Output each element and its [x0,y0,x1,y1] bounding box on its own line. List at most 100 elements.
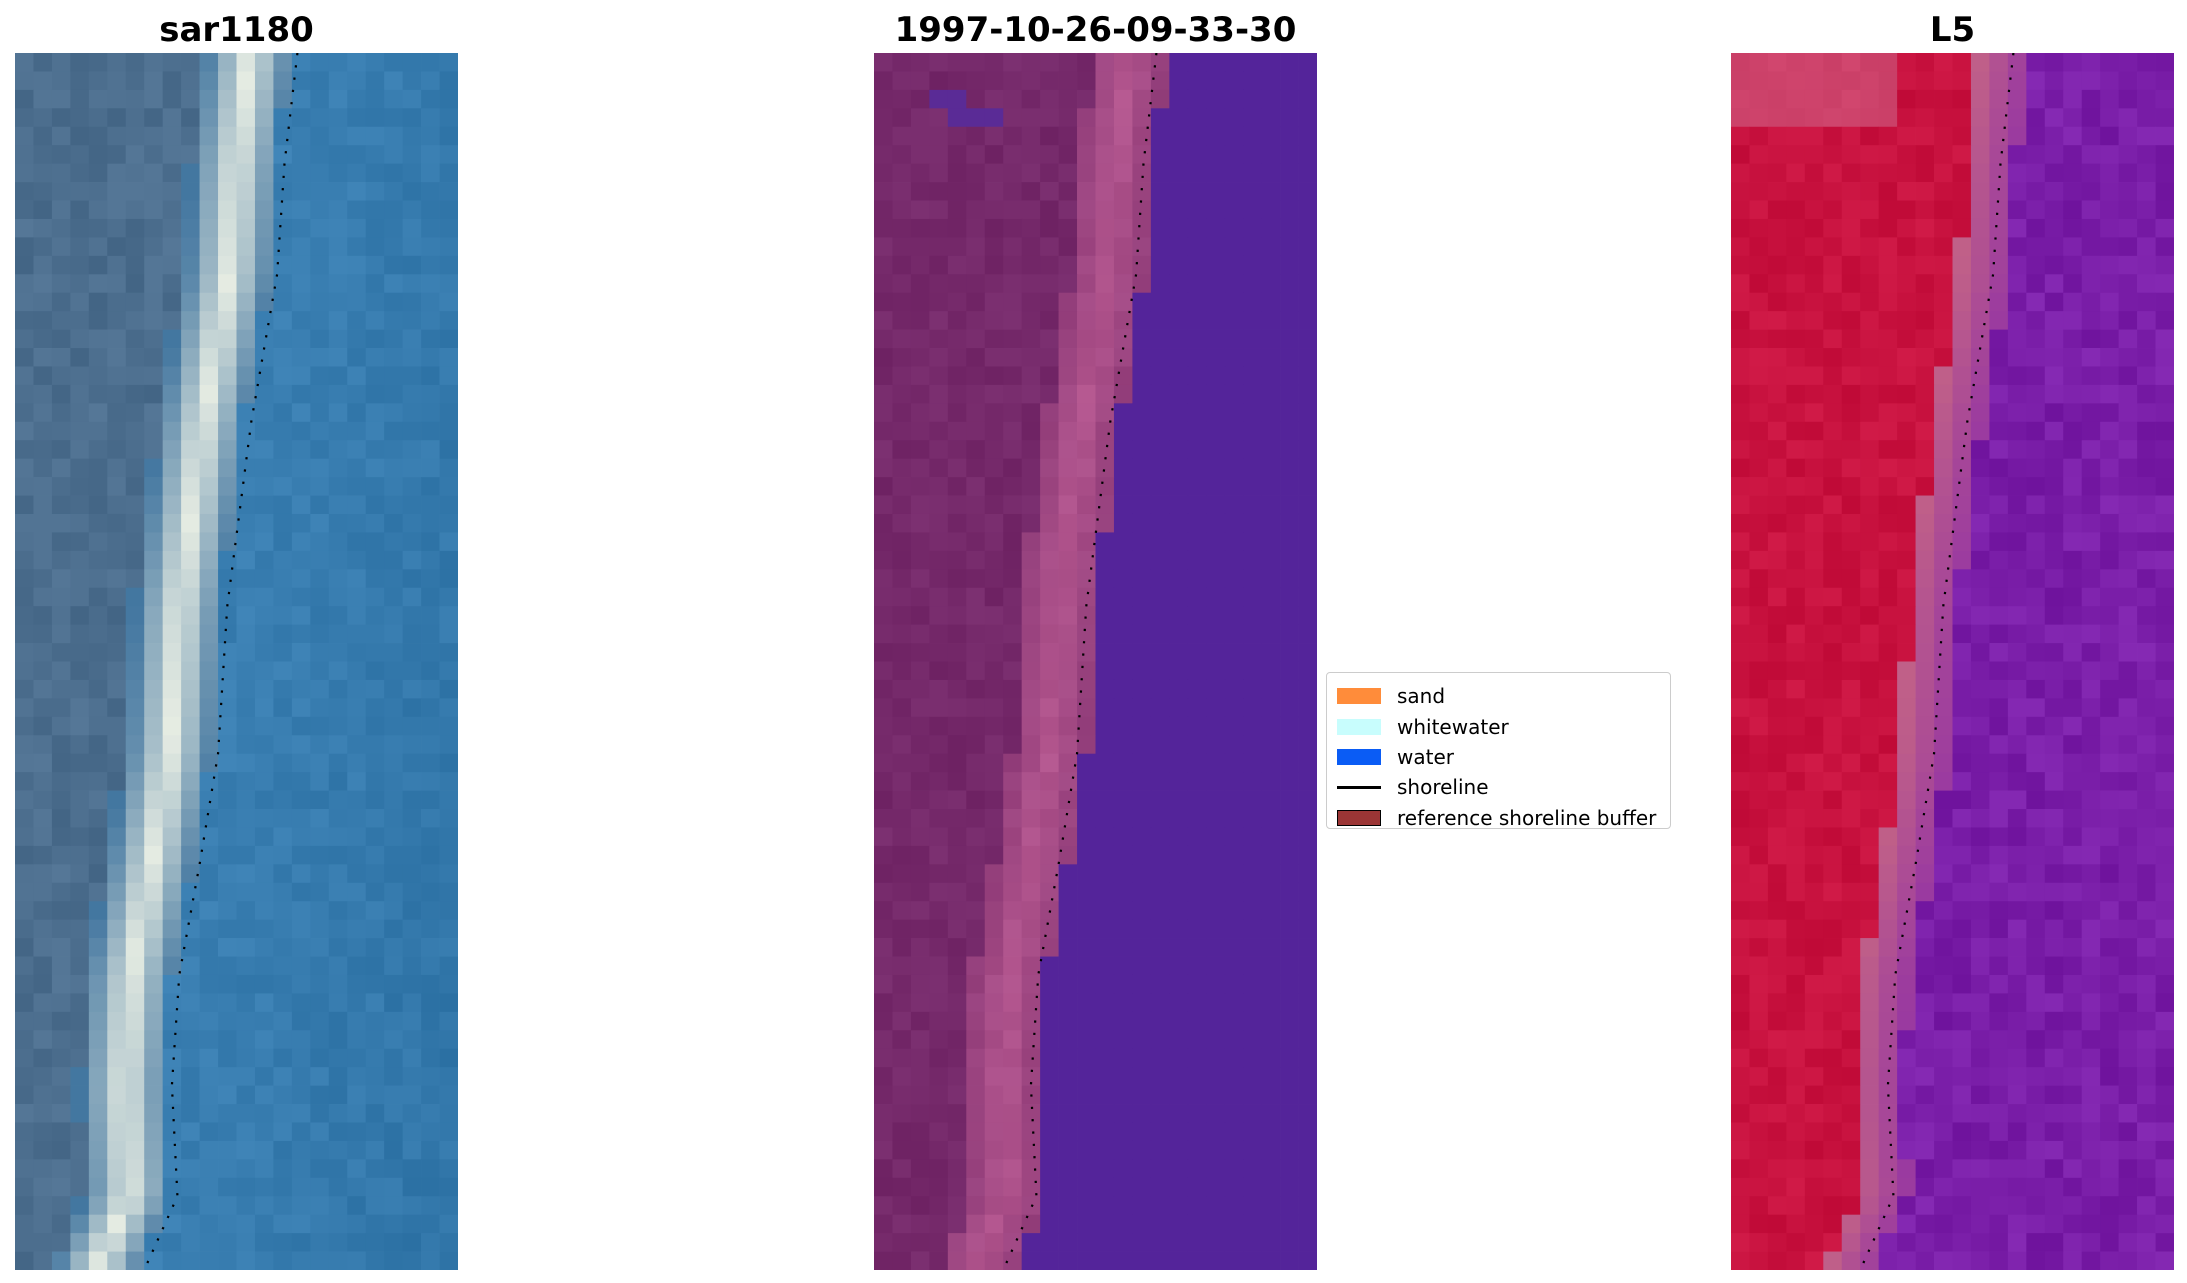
class-pixel [910,698,930,718]
class-pixel [947,458,967,478]
rgb-pixel [107,292,127,312]
rgb-pixel [181,145,200,165]
ndwi-pixel [1860,919,1880,939]
ndwi-pixel [1897,108,1916,128]
ndwi-pixel [1878,956,1898,976]
rgb-pixel [273,1251,293,1270]
rgb-pixel [328,255,348,275]
class-pixel [1243,1159,1262,1179]
class-pixel [1150,864,1170,884]
rgb-pixel [218,71,237,91]
class-pixel [1058,550,1078,570]
rgb-pixel [107,882,127,902]
ndwi-pixel [2118,1122,2138,1142]
class-pixel [1261,329,1281,349]
class-pixel [1261,882,1281,902]
class-pixel [1113,421,1133,441]
ndwi-pixel [1823,550,1843,570]
rgb-pixel [162,348,182,367]
rgb-pixel [181,255,200,275]
rgb-pixel [218,329,237,349]
rgb-pixel [144,348,164,367]
rgb-pixel [51,237,71,257]
ndwi-pixel [1989,679,2009,699]
ndwi-pixel [1989,1048,2009,1068]
class-pixel [1187,403,1207,423]
class-pixel [929,845,949,865]
class-pixel [1243,882,1262,902]
ndwi-pixel [2137,1085,2156,1105]
rgb-pixel [144,182,164,201]
class-pixel [1280,108,1299,128]
rgb-pixel [51,569,71,589]
rgb-pixel [328,735,348,755]
rgb-pixel [365,440,385,460]
rgb-pixel [125,919,145,939]
class-pixel [1261,458,1281,478]
class-pixel [1243,845,1262,865]
ndwi-pixel [1804,569,1824,589]
class-pixel [1058,845,1078,865]
rgb-pixel [162,126,182,146]
rgb-pixel [181,458,200,478]
class-pixel [892,1251,912,1270]
ndwi-pixel [1731,624,1750,644]
rgb-pixel [347,89,367,109]
rgb-pixel [15,89,34,109]
rgb-pixel [144,1214,164,1234]
ndwi-pixel [1970,956,1990,976]
rgb-pixel [162,624,182,644]
ndwi-pixel [1970,440,1990,460]
rgb-pixel [439,550,458,570]
class-pixel [1132,1085,1152,1105]
class-pixel [1243,458,1262,478]
rgb-pixel [33,366,53,386]
rgb-pixel [421,1085,440,1105]
class-pixel [1169,292,1189,312]
class-pixel [984,845,1004,865]
rgb-pixel [384,772,403,791]
class-pixel [1187,845,1207,865]
rgb-pixel [199,1177,219,1197]
ndwi-pixel [1860,1140,1880,1160]
rgb-pixel [236,71,256,91]
ndwi-pixel [2155,403,2174,423]
ndwi-pixel [2155,218,2174,238]
class-pixel [1132,255,1152,275]
rgb-pixel [162,163,182,183]
rgb-pixel [439,182,458,201]
rgb-pixel [125,624,145,644]
ndwi-pixel [2118,809,2138,828]
rgb-pixel [384,1048,403,1068]
class-pixel [1261,643,1281,662]
ndwi-pixel [1786,993,1806,1013]
rgb-pixel [144,384,164,404]
ndwi-pixel [2007,1085,2027,1105]
class-pixel [1132,53,1152,72]
class-pixel [1243,1251,1262,1270]
rgb-pixel [125,440,145,460]
class-pixel [1224,606,1244,625]
class-pixel [984,126,1004,146]
ndwi-pixel [2007,569,2027,589]
class-pixel [1243,255,1262,275]
rgb-pixel [328,1030,348,1050]
rgb-pixel [199,1030,219,1050]
ndwi-pixel [2007,311,2027,330]
ndwi-pixel [2007,643,2027,662]
class-pixel [874,1030,893,1050]
class-pixel [874,71,893,91]
ndwi-pixel [1841,1140,1861,1160]
class-pixel [1150,1140,1170,1160]
rgb-pixel [402,218,422,238]
class-pixel [966,1104,986,1123]
class-pixel [929,790,949,810]
class-pixel [1243,532,1262,552]
rgb-pixel [365,495,385,515]
ndwi-pixel [1767,53,1787,72]
class-pixel [1243,421,1262,441]
ndwi-pixel [2063,772,2083,791]
rgb-pixel [384,218,403,238]
rgb-pixel [218,606,237,625]
ndwi-pixel [1823,1196,1843,1216]
